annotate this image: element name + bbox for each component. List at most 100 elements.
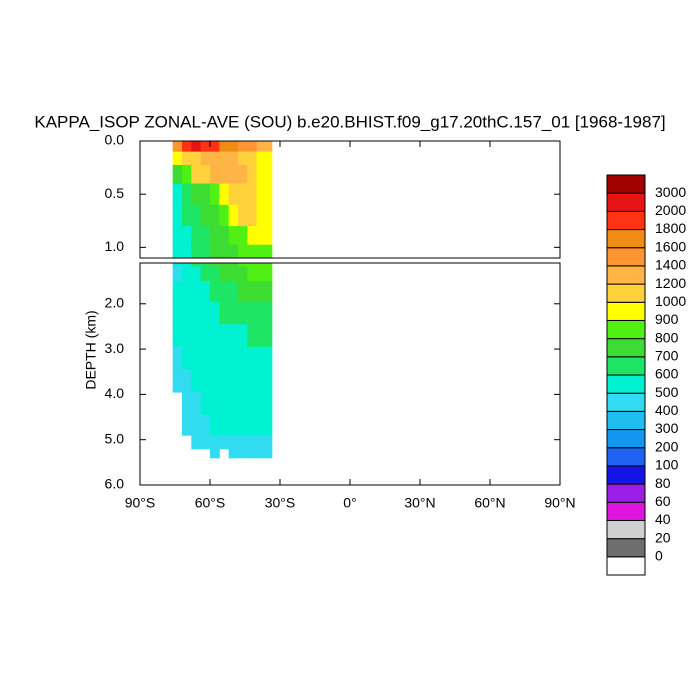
colorbar-label: 1200	[655, 275, 686, 291]
contour-cell	[228, 392, 239, 416]
contour-cell	[210, 263, 220, 267]
y-tick-label: 1.0	[105, 238, 125, 254]
contour-cell	[219, 183, 230, 206]
contour-cell	[238, 263, 248, 267]
contour-cell	[200, 266, 211, 282]
contour-cell	[200, 164, 211, 185]
colorbar-label: 2000	[655, 202, 686, 218]
contour-cell	[191, 266, 202, 282]
contour-cell	[210, 301, 220, 325]
contour-cell	[182, 141, 192, 153]
contour-cell	[247, 435, 258, 450]
y-tick-label: 0.0	[105, 132, 125, 148]
contour-cell	[256, 226, 266, 246]
y-tick-label: 2.0	[105, 294, 125, 310]
x-tick-label: 90°N	[544, 495, 575, 511]
contour-cell	[264, 244, 273, 259]
contour-cell	[191, 244, 202, 259]
contour-cell	[247, 448, 258, 459]
colorbar-label: 0	[655, 548, 663, 564]
x-tick-label: 60°N	[474, 495, 505, 511]
contour-cell	[210, 448, 220, 459]
contour-cell	[191, 392, 202, 416]
colorbar-box	[606, 483, 646, 503]
contour-cell	[264, 448, 273, 459]
contour-cell	[264, 369, 273, 393]
colorbar-box	[606, 429, 646, 449]
contour-cell	[238, 226, 248, 246]
colorbar-box	[606, 319, 646, 340]
contour-cell	[191, 435, 202, 450]
contour-cell	[172, 151, 183, 166]
colorbar-box	[606, 174, 646, 194]
colorbar-label: 200	[655, 438, 679, 454]
contour-cell	[228, 266, 239, 282]
contour-cell	[182, 226, 192, 246]
contour-cell	[238, 164, 248, 185]
contour-cell	[228, 301, 239, 325]
colorbar-label: 900	[655, 311, 679, 327]
colorbar-label: 20	[655, 529, 671, 545]
contour-cell	[264, 164, 273, 185]
colorbar-box	[606, 374, 646, 394]
y-tick-label: 6.0	[105, 476, 125, 492]
colorbar-label: 40	[655, 511, 671, 527]
contour-cell	[238, 244, 248, 259]
contour-cell	[256, 346, 266, 370]
colorbar-box	[606, 519, 646, 540]
contour-cell	[200, 263, 211, 267]
colorbar-box	[606, 265, 646, 285]
contour-cell	[210, 266, 220, 282]
contour-cell	[247, 164, 258, 185]
colorbar-box	[606, 538, 646, 558]
contour-cell	[210, 244, 220, 259]
contour-cell	[247, 151, 258, 166]
contour-cell	[191, 183, 202, 206]
contour-cell	[264, 414, 273, 436]
contour-cell	[264, 204, 273, 227]
colorbar-box	[606, 410, 646, 431]
y-axis-label: DEPTH (km)	[83, 310, 99, 389]
contour-cell	[172, 346, 183, 370]
contour-cell	[210, 324, 220, 348]
colorbar-label: 300	[655, 420, 679, 436]
contour-cell	[191, 151, 202, 166]
contour-cell	[191, 263, 202, 267]
contour-cell	[264, 183, 273, 206]
contour-cell	[238, 301, 248, 325]
colorbar-box	[606, 192, 646, 212]
contour-cell	[238, 346, 248, 370]
contour-cell	[247, 263, 258, 267]
contour-cell	[247, 346, 258, 370]
contour-cell	[256, 141, 266, 153]
contour-cell	[219, 204, 230, 227]
contour-cell	[238, 324, 248, 348]
contour-cell	[200, 435, 211, 450]
contour-cell	[219, 164, 230, 185]
contour-cell	[182, 281, 192, 303]
colorbar-box	[606, 556, 646, 576]
contour-cell	[182, 164, 192, 185]
contour-cell	[200, 204, 211, 227]
contour-cell	[191, 164, 202, 185]
y-tick-label: 0.5	[105, 185, 125, 201]
contour-cell	[238, 151, 248, 166]
contour-cell	[172, 226, 183, 246]
contour-cell	[210, 281, 220, 303]
contour-cell	[200, 346, 211, 370]
contour-cell	[210, 226, 220, 246]
contour-cell	[228, 414, 239, 436]
contour-cell	[200, 226, 211, 246]
contour-cell	[210, 141, 220, 153]
contour-cell	[238, 183, 248, 206]
contour-cell	[264, 392, 273, 416]
contour-cell	[219, 151, 230, 166]
contour-cell	[200, 141, 211, 153]
contour-cell	[238, 392, 248, 416]
contour-cell	[264, 281, 273, 303]
contour-cell	[200, 369, 211, 393]
contour-cell	[210, 435, 220, 450]
y-tick-label: 5.0	[105, 430, 125, 446]
contour-cell	[247, 226, 258, 246]
contour-cell	[256, 151, 266, 166]
